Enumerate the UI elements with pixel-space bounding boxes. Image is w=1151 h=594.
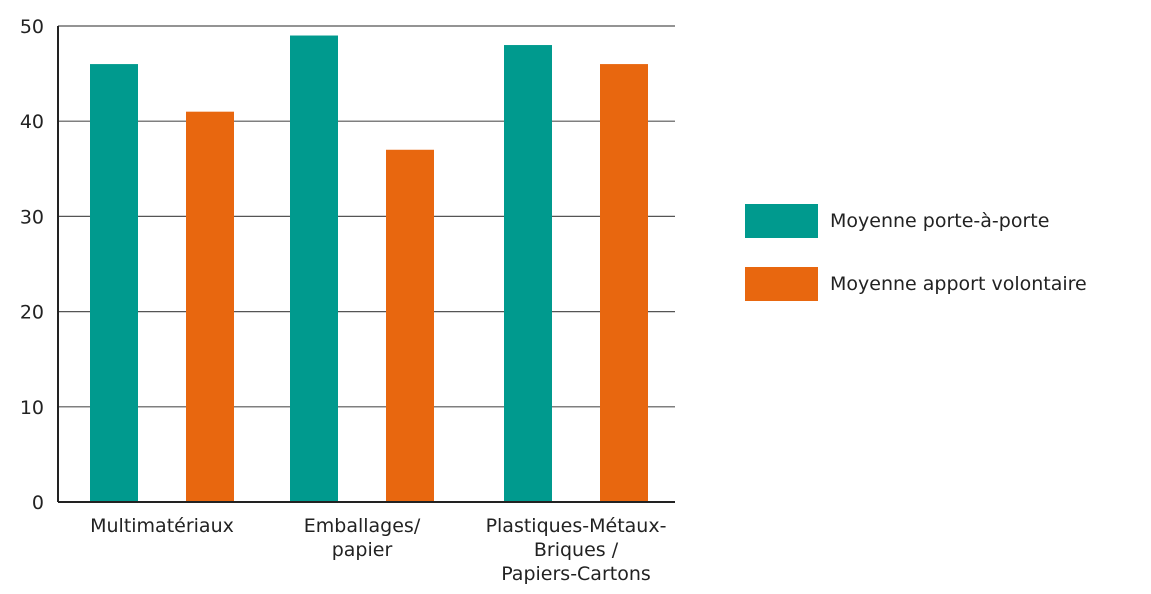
y-tick-label: 40 xyxy=(20,111,44,133)
x-category-label: Plastiques-Métaux-Briques / Papiers-Carto… xyxy=(486,515,667,585)
bar xyxy=(386,149,434,502)
bar xyxy=(290,35,338,503)
y-tick-label: 30 xyxy=(20,206,44,228)
legend-swatch-apport-volontaire xyxy=(745,267,818,301)
legend-item-apport-volontaire: Moyenne apport volontaire xyxy=(745,267,1087,301)
y-tick-label: 0 xyxy=(32,492,44,514)
x-category-label: Emballages/papier xyxy=(304,515,421,561)
y-tick-label: 50 xyxy=(20,16,44,38)
legend: Moyenne porte-à-porte Moyenne apport vol… xyxy=(745,204,1087,330)
bar xyxy=(504,45,552,502)
bar xyxy=(186,111,234,503)
legend-swatch-porte-a-porte xyxy=(745,204,818,238)
bar xyxy=(600,64,648,502)
y-axis-ticks: 0 10 20 30 40 50 xyxy=(20,16,44,514)
y-tick-label: 20 xyxy=(20,302,44,324)
grid-lines xyxy=(58,25,675,408)
x-category-label: Multimatériaux xyxy=(90,515,234,537)
bars xyxy=(90,35,648,503)
legend-label-apport-volontaire: Moyenne apport volontaire xyxy=(830,273,1087,295)
legend-label-porte-a-porte: Moyenne porte-à-porte xyxy=(830,210,1050,232)
legend-item-porte-a-porte: Moyenne porte-à-porte xyxy=(745,204,1087,238)
y-tick-label: 10 xyxy=(20,397,44,419)
x-axis-labels: Multimatériaux Emballages/papier Plastique… xyxy=(90,515,666,585)
bar xyxy=(90,64,138,502)
